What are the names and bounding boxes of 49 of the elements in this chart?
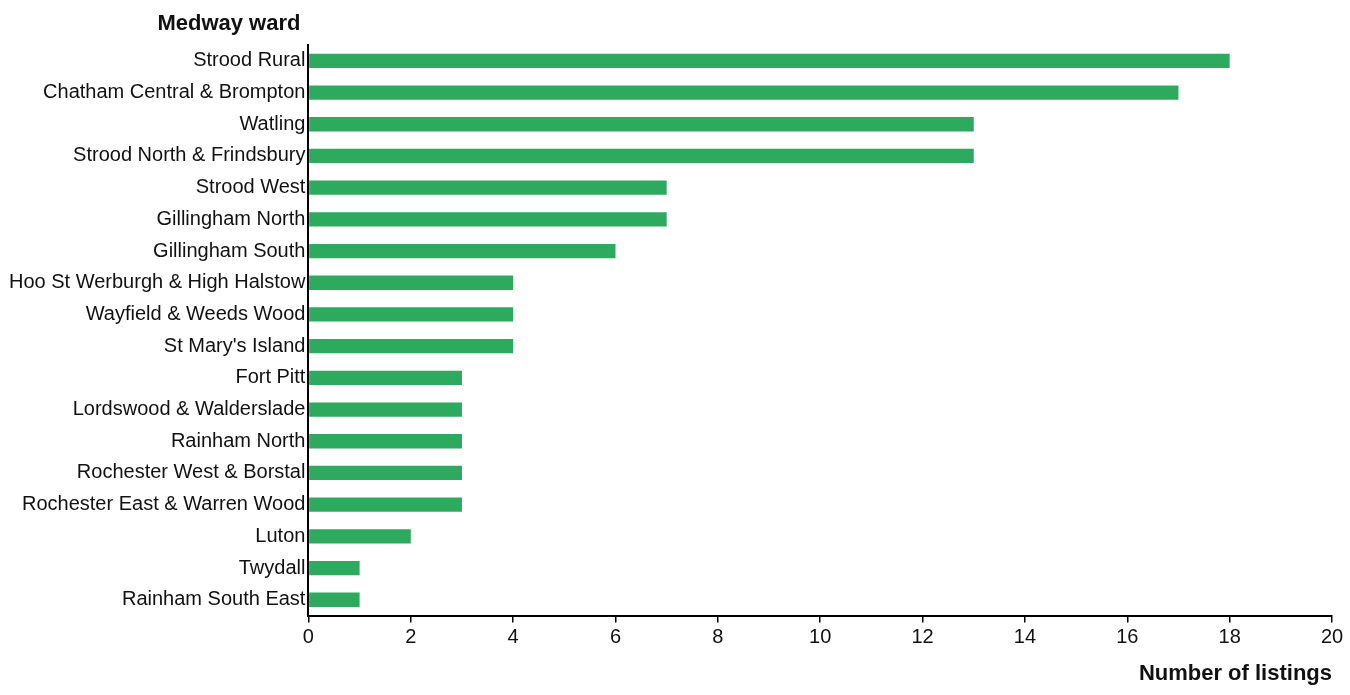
- y-tick-label: Fort Pitt: [235, 365, 306, 388]
- bar: [309, 275, 514, 290]
- y-tick-label: Strood North & Frindsbury: [73, 143, 306, 166]
- y-axis-title: Medway ward: [157, 10, 301, 36]
- y-tick-label: Rochester West & Borstal: [76, 460, 306, 483]
- x-tick-label: 4: [507, 625, 519, 648]
- bar: [309, 85, 1179, 100]
- x-tick-label: 16: [1116, 625, 1139, 648]
- x-tick-label: 20: [1320, 625, 1344, 648]
- y-tick-label: Luton: [255, 523, 306, 546]
- y-tick-label: Rochester East & Warren Wood: [21, 492, 306, 515]
- bar: [309, 370, 462, 385]
- x-tick-label: 0: [302, 625, 314, 648]
- y-tick-label: Watling: [239, 111, 306, 134]
- bar: [309, 560, 360, 576]
- y-tick-label: Gillingham North: [156, 206, 306, 229]
- y-tick-label: St Mary's Island: [163, 333, 306, 356]
- bar: [309, 243, 616, 259]
- y-tick-label: Lordswood & Walderslade: [72, 397, 306, 420]
- y-tick-label: Wayfield & Weeds Wood: [85, 301, 306, 324]
- bar: [309, 117, 974, 132]
- bar: [309, 212, 667, 227]
- y-tick-label: Chatham Central & Brompton: [43, 80, 306, 103]
- bar: [309, 529, 411, 544]
- y-tick-label: Gillingham South: [153, 238, 306, 261]
- y-tick-label: Rainham North: [170, 428, 306, 451]
- x-tick-label: 14: [1013, 625, 1037, 648]
- bar: [309, 434, 462, 449]
- x-tick-label: 12: [911, 625, 934, 648]
- bar: [309, 497, 462, 512]
- bar: [309, 465, 462, 481]
- y-tick-label: Twydall: [238, 555, 306, 578]
- y-tick-label: Rainham South East: [121, 587, 306, 610]
- bar: [309, 307, 514, 322]
- x-tick-label: 10: [809, 625, 832, 648]
- x-tick-label: 18: [1218, 625, 1241, 648]
- x-tick-label: 6: [609, 625, 622, 648]
- bar: [309, 148, 974, 164]
- bar: [309, 339, 514, 354]
- y-tick-label: Strood Rural: [193, 48, 306, 71]
- bar: [309, 180, 667, 195]
- y-tick-label: Hoo St Werburgh & High Halstow: [8, 270, 306, 293]
- x-axis-title: Number of listings: [1138, 659, 1332, 685]
- x-tick-label: 2: [405, 625, 417, 648]
- bar: [309, 592, 360, 607]
- bar: [309, 53, 1230, 68]
- x-tick-label: 8: [712, 625, 724, 648]
- y-tick-label: Strood West: [195, 175, 306, 198]
- bar: [309, 402, 462, 417]
